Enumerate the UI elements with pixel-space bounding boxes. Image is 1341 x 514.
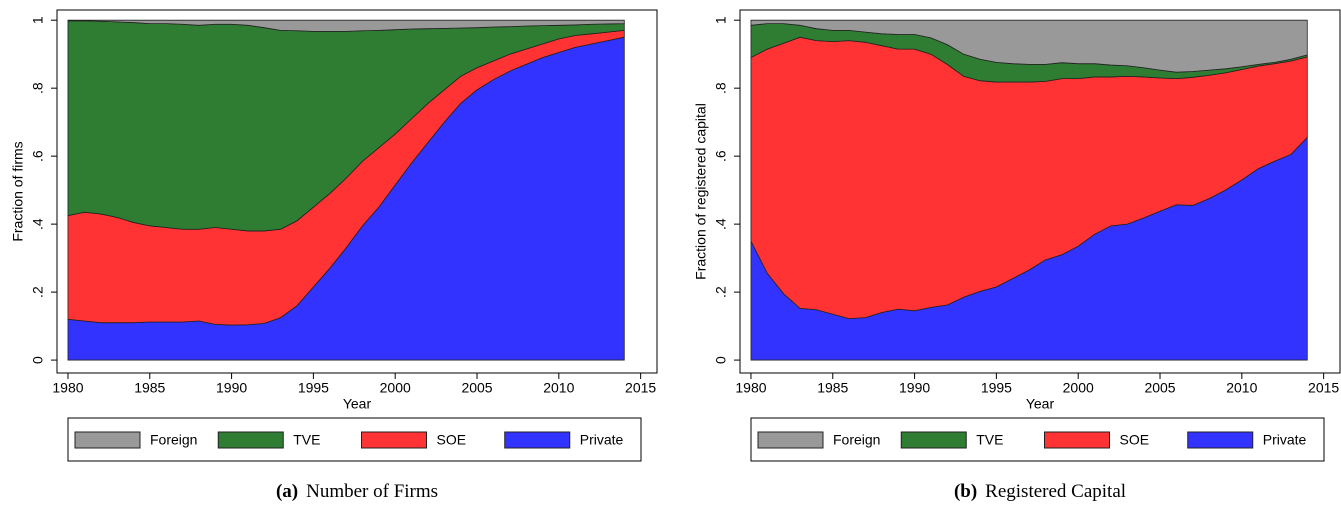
caption-label: (b)	[954, 481, 977, 502]
y-axis-label: Fraction of firms	[10, 141, 26, 241]
y-tick-label: 0	[713, 356, 729, 364]
y-tick-label: .8	[713, 82, 729, 94]
x-axis-label: Year	[1026, 396, 1055, 412]
x-tick-label: 2015	[1308, 380, 1339, 396]
y-tick-label: .8	[30, 82, 46, 94]
x-tick-label: 1990	[216, 380, 247, 396]
x-tick-label: 1990	[899, 380, 930, 396]
y-tick-label: .2	[713, 286, 729, 298]
y-tick-label: 1	[30, 16, 46, 24]
y-tick-label: 0	[30, 356, 46, 364]
x-tick-label: 1995	[298, 380, 329, 396]
y-tick-label: .2	[30, 286, 46, 298]
y-tick-label: .4	[713, 218, 729, 230]
y-tick-label: .4	[30, 218, 46, 230]
legend-swatch	[757, 431, 824, 449]
panel: 0 .2 .4 .6 .8 1 1980 1985 1990 1995 2000 2005 2010 20…	[693, 9, 1341, 502]
x-tick-label: 2000	[1063, 380, 1094, 396]
plot-frame	[56, 9, 658, 374]
legend-label: SOE	[1120, 432, 1150, 448]
y-tick-label: .6	[713, 150, 729, 162]
legend-swatch	[1187, 431, 1254, 449]
x-tick-label: 2005	[1144, 380, 1175, 396]
plot-frame	[739, 9, 1341, 374]
caption-label: (a)	[276, 481, 298, 502]
legend-swatch	[361, 431, 427, 449]
x-axis-label: Year	[343, 396, 372, 412]
legend-label: TVE	[293, 432, 320, 448]
x-tick-label: 2010	[1226, 380, 1257, 396]
legend-swatch	[900, 431, 967, 449]
legend-swatch	[74, 431, 141, 449]
x-tick-label: 1980	[735, 380, 766, 396]
x-tick-label: 2000	[380, 380, 411, 396]
legend-label: TVE	[976, 432, 1003, 448]
x-tick-label: 1980	[52, 380, 83, 396]
caption-text: Number of Firms	[306, 481, 438, 502]
legend-label: Private	[580, 432, 624, 448]
caption: (b) Registered Capital	[954, 481, 1126, 502]
caption-text: Registered Capital	[985, 481, 1126, 502]
legend-swatch	[1044, 431, 1110, 449]
area	[67, 19, 625, 32]
x-tick-label: 2015	[625, 380, 656, 396]
y-tick-label: 1	[713, 16, 729, 24]
y-axis-label: Fraction of registered capital	[693, 103, 709, 280]
x-tick-label: 2005	[461, 380, 492, 396]
legend-swatch	[504, 431, 571, 449]
legend-label: SOE	[437, 432, 467, 448]
x-tick-label: 2010	[543, 380, 574, 396]
area	[750, 19, 1308, 73]
panel: 0 .2 .4 .6 .8 1 1980 1985 1990 1995 2000 2005 2010 20…	[10, 9, 658, 502]
x-tick-label: 1995	[981, 380, 1012, 396]
legend-label: Private	[1263, 432, 1307, 448]
legend-swatch	[217, 431, 284, 449]
legend-label: Foreign	[150, 432, 197, 448]
y-tick-label: .6	[30, 150, 46, 162]
x-tick-label: 1985	[134, 380, 165, 396]
legend-label: Foreign	[833, 432, 880, 448]
x-tick-label: 1985	[817, 380, 848, 396]
caption: (a) Number of Firms	[276, 481, 438, 502]
